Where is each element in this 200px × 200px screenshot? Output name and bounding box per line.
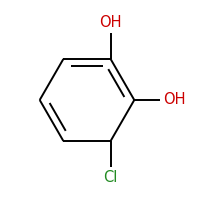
Text: OH: OH <box>99 15 122 30</box>
Text: OH: OH <box>163 92 186 107</box>
Text: Cl: Cl <box>103 170 118 185</box>
